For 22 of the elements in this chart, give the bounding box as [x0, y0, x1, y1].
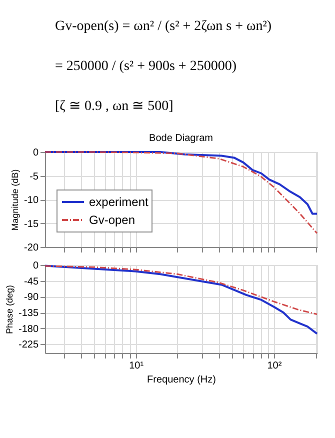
y-axis-title: Magnitude (dB): [10, 169, 20, 231]
y-tick-label: 0: [32, 148, 39, 158]
y-axis-title: Phase (deg): [4, 284, 14, 334]
legend-label: Gv-open: [89, 213, 136, 227]
legend-label: experiment: [89, 195, 150, 209]
text: [ζ ≅ 0.9 , ωn ≅ 500]: [55, 99, 174, 114]
y-tick-label: -135: [18, 308, 39, 320]
y-tick-label: -90: [24, 292, 39, 304]
x-tick-label: 10¹: [129, 360, 144, 372]
text: Gv-open(s) = ωn² / (s² + 2ζωn s + ωn²): [55, 19, 272, 34]
y-tick-label: -20: [24, 242, 39, 254]
y-tick-label: -5: [30, 171, 39, 182]
y-tick-label: -225: [18, 340, 39, 351]
y-tick-label: 0: [32, 260, 39, 272]
y-tick-label: -45: [24, 276, 39, 288]
text: = 250000 / (s² + 900s + 250000): [55, 59, 237, 74]
x-tick-label: 10²: [267, 360, 282, 372]
x-axis-title: Frequency (Hz): [147, 374, 216, 386]
y-tick-label: -180: [18, 324, 39, 335]
y-tick-label: -10: [24, 195, 39, 206]
chart-title: Bode Diagram: [149, 133, 213, 144]
y-tick-label: -15: [24, 218, 39, 230]
